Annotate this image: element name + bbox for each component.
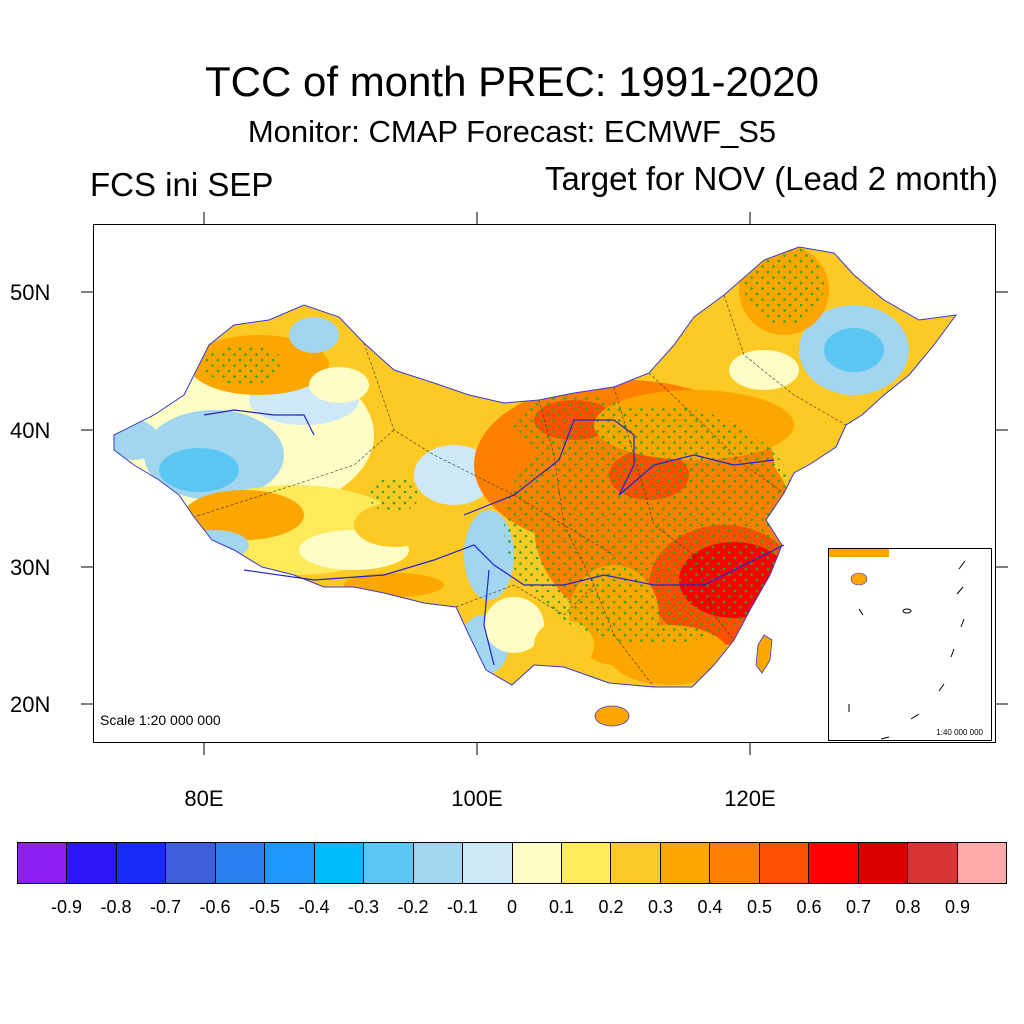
colorbar-tick-label: -0.5: [248, 897, 281, 917]
colorbar-swatch: [809, 843, 859, 883]
map-title: TCC of month PREC: 1991-2020: [205, 58, 819, 105]
hainan-island: [594, 705, 630, 727]
colorbar-swatch: [364, 843, 414, 883]
inset-map: [829, 549, 966, 740]
colorbar-tick-label: 0.7: [845, 897, 872, 917]
inset-scale-label: 1:40 000 000: [936, 728, 983, 737]
colorbar-tick-label: -0.2: [397, 897, 429, 917]
colorbar-swatch: [908, 843, 958, 883]
colorbar-tick-label: 0: [506, 897, 518, 917]
taiwan-island: [755, 634, 773, 674]
china-map: [113, 246, 957, 727]
colorbar-tick-label: 0.4: [697, 897, 723, 917]
colorbar-tick-label: -0.9: [50, 897, 83, 917]
south-china-sea-inset: 1:40 000 000: [828, 548, 992, 741]
lat-label-30n: 30N: [10, 555, 51, 580]
colorbar-swatch: [759, 843, 810, 883]
rivers: [203, 409, 785, 666]
colorbar-swatch: [314, 843, 365, 883]
colorbar-tick-label: -0.3: [347, 897, 380, 917]
map-frame: Scale 1:20 000 000 1:40 000 000: [93, 224, 996, 743]
colorbar-swatch: [611, 843, 661, 883]
lon-label-120e: 120E: [724, 786, 776, 811]
colorbar-tick-label: 0.2: [598, 897, 624, 917]
colorbar-tick-label: -0.1: [446, 897, 479, 917]
colorbar-tick-label: 0.8: [895, 897, 921, 917]
lat-label-40n: 40N: [10, 418, 51, 443]
lat-label-20n: 20N: [10, 692, 51, 717]
right-label: Target for NOV (Lead 2 month): [544, 160, 998, 197]
colorbar-swatch: [710, 843, 760, 883]
scale-label: Scale 1:20 000 000: [100, 712, 221, 728]
colorbar-tick-label: -0.6: [199, 897, 231, 917]
colorbar: [17, 842, 1007, 884]
colorbar-tick-label: -0.4: [298, 897, 330, 917]
colorbar-swatch: [512, 843, 562, 883]
colorbar-swatch: [116, 843, 167, 883]
colorbar-tick-label: -0.7: [149, 897, 182, 917]
colorbar-swatch: [463, 843, 513, 883]
map-subtitle: Monitor: CMAP Forecast: ECMWF_S5: [247, 114, 777, 149]
colorbar-tick-label: 0.5: [746, 897, 773, 917]
lon-label-100e: 100E: [451, 786, 503, 811]
colorbar-swatch: [67, 843, 117, 883]
colorbar-tick-label: 0.3: [647, 897, 674, 917]
lat-label-50n: 50N: [10, 280, 51, 305]
colorbar-swatch: [265, 843, 315, 883]
colorbar-swatch: [413, 843, 464, 883]
colorbar-swatch: [215, 843, 266, 883]
colorbar-swatch: [858, 843, 909, 883]
colorbar-swatch: [166, 843, 216, 883]
colorbar-swatch: [561, 843, 612, 883]
colorbar-swatch: [18, 843, 68, 883]
colorbar-swatch: [957, 843, 1007, 883]
colorbar-tick-label: -0.8: [100, 897, 132, 917]
left-label: FCS ini SEP: [90, 166, 274, 203]
province-boundaries: [193, 294, 847, 688]
colorbar-tick-label: 0.9: [944, 897, 971, 917]
colorbar-swatch: [660, 843, 711, 883]
colorbar-tick-label: 0.6: [796, 897, 822, 917]
colorbar-tick-label: 0.1: [548, 897, 575, 917]
lon-label-80e: 80E: [184, 786, 224, 811]
